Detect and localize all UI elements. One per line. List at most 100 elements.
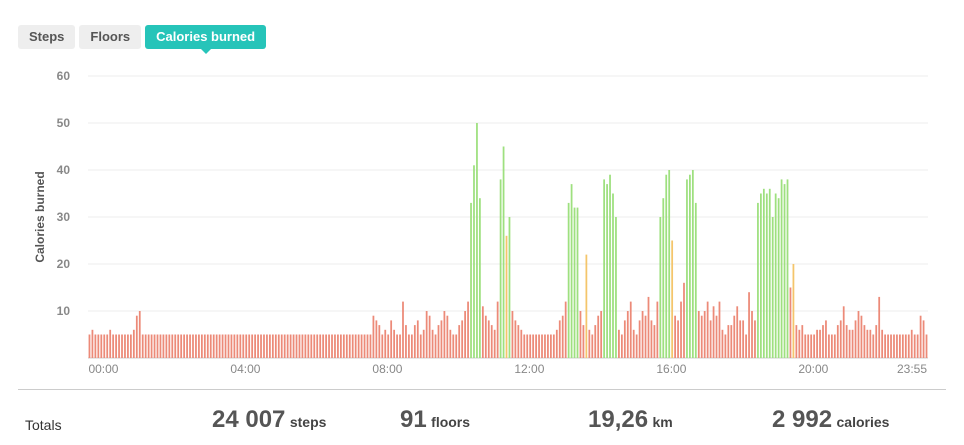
chart-bar	[186, 334, 188, 358]
chart-bar	[594, 325, 597, 358]
tab-floors[interactable]: Floors	[79, 25, 142, 49]
chart-bar	[760, 193, 762, 358]
chart-bar	[449, 329, 452, 358]
chart-bar	[925, 334, 928, 358]
chart-bar	[168, 334, 171, 358]
chart-bar	[484, 315, 487, 358]
chart-bar	[280, 334, 283, 358]
chart-bar	[340, 334, 342, 358]
chart-bar	[771, 217, 774, 358]
chart-bar	[218, 334, 221, 358]
chart-bar	[254, 334, 256, 358]
chart-bar	[100, 334, 103, 358]
chart-bar	[351, 334, 354, 358]
chart-bar	[490, 325, 493, 358]
chart-bar	[378, 325, 381, 358]
chart-bar	[591, 334, 594, 358]
chart-bar	[410, 334, 413, 358]
tab-steps[interactable]: Steps	[18, 25, 76, 49]
chart-bar	[431, 329, 434, 358]
chart-bar	[899, 334, 901, 358]
chart-bar	[405, 325, 407, 358]
total-calories: 2 992 calories	[772, 406, 889, 434]
chart-bar	[245, 334, 248, 358]
chart-bar	[174, 334, 177, 358]
chart-bar	[354, 334, 357, 358]
chart-bar	[606, 184, 608, 358]
calories-bar-chart: 10 20 30 40 50 60 00:00 04:00 08:00 12:00 16:00 20…	[33, 69, 928, 376]
chart-bar	[768, 188, 771, 358]
chart-bar	[910, 329, 913, 358]
chart-bar	[712, 306, 715, 358]
chart-bar	[177, 334, 180, 358]
chart-bar	[697, 311, 700, 358]
chart-bar	[171, 334, 174, 358]
chart-bar	[242, 334, 245, 358]
chart-bar	[922, 320, 925, 358]
chart-bar	[345, 334, 348, 358]
chart-bar	[765, 193, 768, 358]
chart-bar	[916, 334, 919, 358]
chart-bar	[295, 334, 298, 358]
chart-bar	[473, 165, 475, 358]
chart-bar	[792, 264, 795, 358]
chart-bar	[195, 334, 197, 358]
chart-bar	[88, 334, 91, 358]
chart-bar	[337, 334, 339, 358]
chart-bar	[289, 334, 292, 358]
chart-bar	[739, 320, 742, 358]
chart-bar	[703, 311, 706, 358]
chart-bar	[901, 334, 904, 358]
total-steps: 24 007 steps	[212, 406, 326, 434]
chart-bar	[180, 334, 183, 358]
chart-bar	[662, 198, 665, 358]
chart-bar	[659, 217, 662, 358]
chart-bar	[130, 334, 132, 358]
chart-bar	[496, 301, 499, 358]
tab-calories-burned[interactable]: Calories burned	[145, 25, 267, 54]
chart-bar	[357, 334, 360, 358]
chart-bar	[544, 334, 546, 358]
chart-bar	[106, 334, 109, 358]
chart-bar	[408, 334, 410, 358]
chart-bar	[742, 320, 745, 358]
chart-bar	[334, 334, 336, 358]
chart-bar	[251, 334, 254, 358]
chart-bar	[573, 207, 576, 358]
chart-bar	[694, 202, 697, 358]
chart-bar	[212, 334, 215, 358]
total-floors-value: 91	[400, 406, 427, 433]
chart-bar	[328, 334, 330, 358]
chart-bar	[668, 170, 671, 358]
chart-bar	[629, 301, 632, 358]
chart-bar	[535, 334, 537, 358]
chart-bar	[564, 301, 567, 358]
chart-bar	[316, 334, 319, 358]
chart-bar	[620, 334, 623, 358]
y-tick-label: 30	[57, 210, 71, 224]
chart-bar	[508, 217, 511, 358]
chart-bar	[751, 311, 753, 358]
chart-bar	[366, 334, 369, 358]
chart-bar	[609, 174, 611, 358]
chart-bar	[233, 334, 236, 358]
chart-bar	[656, 301, 659, 358]
chart-bar	[825, 320, 827, 358]
chart-bar	[419, 334, 422, 358]
chart-bar	[845, 325, 848, 358]
chart-bar	[487, 320, 490, 358]
chart-bar	[798, 329, 801, 358]
chart-bar	[833, 334, 836, 358]
chart-bar	[789, 287, 792, 358]
chart-bar	[399, 334, 401, 358]
chart-bar	[437, 325, 440, 358]
chart-bar	[541, 334, 543, 358]
chart-bar	[579, 311, 582, 358]
chart-bar	[709, 320, 712, 358]
chart-bar	[384, 329, 387, 358]
chart-bar	[904, 334, 907, 358]
chart-bar	[493, 329, 496, 358]
chart-bar	[567, 202, 570, 358]
chart-bar	[547, 334, 549, 358]
chart-bar	[638, 320, 641, 358]
